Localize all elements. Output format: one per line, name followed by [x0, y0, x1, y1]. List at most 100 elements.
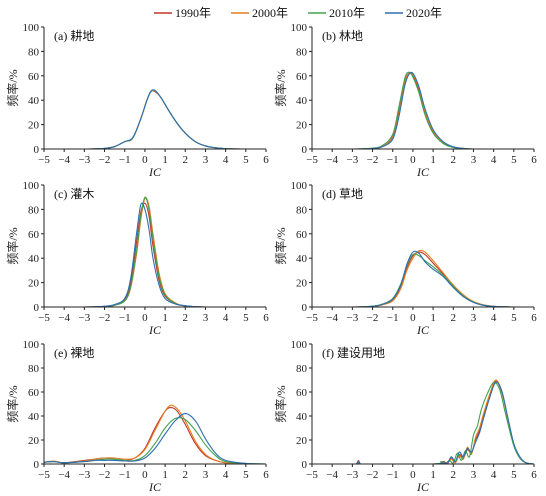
panel-title: (a) 耕地 — [54, 28, 94, 43]
y-tick-label: 40 — [296, 95, 308, 107]
y-tick-label: 40 — [28, 95, 40, 107]
y-tick-label: 20 — [296, 120, 308, 132]
x-tick-label: 2 — [451, 312, 457, 324]
x-tick-label: −5 — [306, 312, 318, 324]
y-axis-label: 频率/% — [5, 69, 20, 106]
series-line — [43, 196, 266, 308]
series-line — [43, 413, 267, 465]
y-axis-label: 频率/% — [273, 227, 288, 264]
legend-label: 2000年 — [252, 6, 288, 20]
x-tick-label: 3 — [203, 469, 209, 481]
y-tick-label: 100 — [291, 180, 308, 192]
x-tick-label: −2 — [367, 469, 379, 481]
y-tick-label: 80 — [296, 363, 308, 375]
panel-title: (d) 草地 — [322, 187, 363, 201]
y-tick-label: 0 — [34, 144, 40, 156]
legend-label: 2020年 — [406, 6, 442, 20]
x-tick-label: 1 — [430, 469, 436, 481]
x-axis-label: IC — [148, 323, 162, 337]
y-axis-label: 频率/% — [5, 227, 20, 264]
x-tick-label: −3 — [347, 154, 359, 166]
series-line — [43, 417, 267, 465]
x-tick-label: 1 — [430, 312, 436, 324]
x-tick-label: 2 — [183, 154, 189, 166]
y-axis-label: 频率/% — [273, 69, 288, 106]
x-tick-label: −1 — [387, 312, 399, 324]
y-tick-label: 40 — [296, 253, 308, 265]
x-tick-label: 2 — [451, 469, 457, 481]
series-line — [311, 251, 534, 308]
x-tick-label: −3 — [79, 154, 91, 166]
x-tick-label: 5 — [243, 154, 249, 166]
x-tick-label: −1 — [119, 154, 131, 166]
panel-title: (e) 裸地 — [54, 345, 94, 360]
x-tick-label: −5 — [38, 312, 50, 324]
y-tick-label: 80 — [28, 204, 40, 216]
x-axis-label: IC — [148, 165, 162, 179]
x-tick-label: −4 — [326, 312, 338, 324]
y-tick-label: 100 — [23, 180, 40, 192]
x-tick-label: 3 — [471, 469, 477, 481]
x-tick-label: −4 — [58, 469, 70, 481]
y-tick-label: 60 — [28, 387, 40, 399]
legend-entry: 2000年 — [231, 6, 288, 20]
y-tick-label: 0 — [34, 302, 40, 314]
x-tick-label: 5 — [243, 312, 249, 324]
x-tick-label: −5 — [306, 469, 318, 481]
series-line — [311, 71, 534, 150]
x-tick-label: 0 — [142, 469, 148, 481]
y-tick-label: 20 — [296, 435, 308, 447]
x-tick-label: 6 — [263, 154, 269, 166]
x-tick-label: 1 — [162, 469, 168, 481]
y-tick-label: 60 — [28, 229, 40, 241]
x-tick-label: −2 — [367, 312, 379, 324]
x-tick-label: −3 — [347, 312, 359, 324]
x-tick-label: −2 — [99, 154, 111, 166]
series-line — [43, 89, 266, 150]
x-tick-label: −4 — [58, 312, 70, 324]
y-tick-label: 80 — [296, 46, 308, 58]
series-line — [43, 90, 266, 150]
x-tick-label: 5 — [243, 469, 249, 481]
x-tick-label: 4 — [223, 469, 229, 481]
x-tick-label: 2 — [183, 312, 189, 324]
x-tick-label: −4 — [326, 154, 338, 166]
y-axis-label: 频率/% — [273, 385, 288, 422]
legend-label: 2010年 — [329, 6, 365, 20]
panel-title: (c) 灌木 — [54, 187, 94, 201]
x-tick-label: 6 — [531, 154, 537, 166]
y-tick-label: 0 — [302, 144, 308, 156]
legend-entry: 2010年 — [308, 6, 365, 20]
panel-title: (f) 建设用地 — [322, 346, 385, 360]
x-tick-label: 3 — [471, 312, 477, 324]
x-tick-label: 3 — [203, 312, 209, 324]
x-tick-label: 4 — [491, 154, 497, 166]
x-tick-label: −1 — [119, 469, 131, 481]
legend-entry: 2020年 — [385, 6, 442, 20]
x-tick-label: 5 — [511, 312, 517, 324]
x-tick-label: −1 — [387, 154, 399, 166]
series-line — [43, 404, 266, 465]
x-tick-label: 6 — [531, 469, 537, 481]
x-tick-label: 6 — [531, 312, 537, 324]
x-tick-label: 4 — [491, 469, 497, 481]
x-tick-label: 1 — [162, 312, 168, 324]
y-tick-label: 60 — [296, 71, 308, 83]
x-axis-label: IC — [416, 323, 430, 337]
x-tick-label: −1 — [387, 469, 399, 481]
series-line — [311, 71, 534, 150]
y-tick-label: 100 — [291, 22, 308, 34]
x-tick-label: 1 — [162, 154, 168, 166]
x-tick-label: −3 — [79, 312, 91, 324]
y-tick-label: 40 — [28, 411, 40, 423]
x-axis-label: IC — [148, 480, 162, 494]
x-tick-label: 4 — [223, 154, 229, 166]
x-tick-label: 5 — [511, 154, 517, 166]
x-tick-label: −5 — [38, 469, 50, 481]
legend-label: 1990年 — [175, 6, 211, 20]
